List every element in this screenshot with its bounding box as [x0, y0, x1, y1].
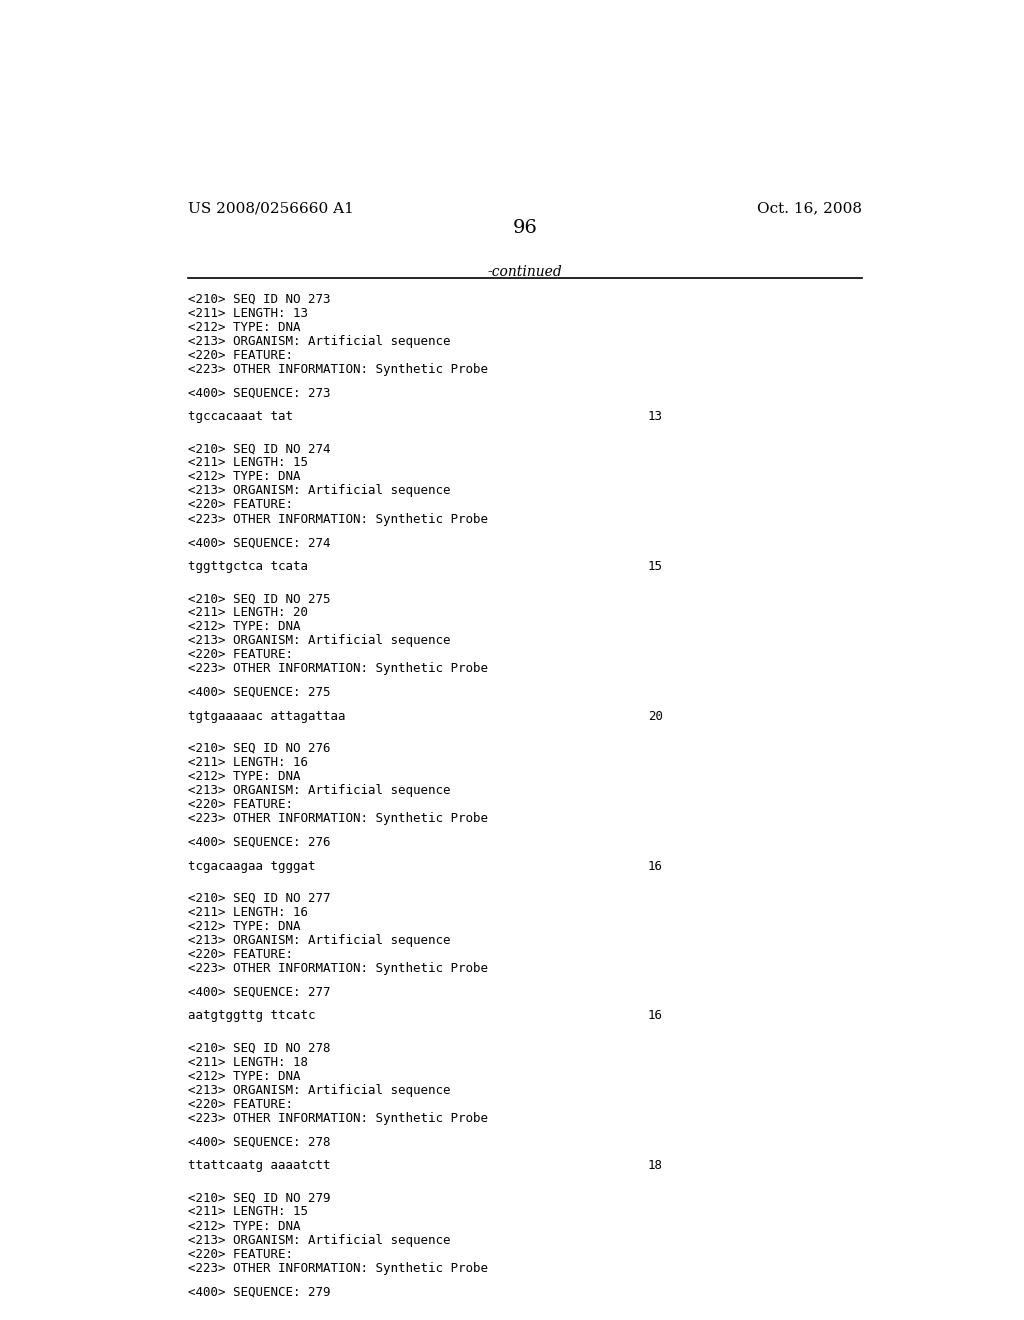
Text: 96: 96	[512, 219, 538, 238]
Text: 16: 16	[648, 1010, 663, 1022]
Text: <400> SEQUENCE: 278: <400> SEQUENCE: 278	[187, 1135, 330, 1148]
Text: 18: 18	[648, 1159, 663, 1172]
Text: <211> LENGTH: 18: <211> LENGTH: 18	[187, 1056, 307, 1069]
Text: <223> OTHER INFORMATION: Synthetic Probe: <223> OTHER INFORMATION: Synthetic Probe	[187, 812, 487, 825]
Text: <211> LENGTH: 15: <211> LENGTH: 15	[187, 1205, 307, 1218]
Text: <220> FEATURE:: <220> FEATURE:	[187, 948, 293, 961]
Text: <213> ORGANISM: Artificial sequence: <213> ORGANISM: Artificial sequence	[187, 1234, 450, 1246]
Text: <220> FEATURE:: <220> FEATURE:	[187, 1098, 293, 1110]
Text: <210> SEQ ID NO 273: <210> SEQ ID NO 273	[187, 293, 330, 305]
Text: <400> SEQUENCE: 276: <400> SEQUENCE: 276	[187, 836, 330, 849]
Text: <210> SEQ ID NO 274: <210> SEQ ID NO 274	[187, 442, 330, 455]
Text: -continued: -continued	[487, 265, 562, 279]
Text: ttattcaatg aaaatctt: ttattcaatg aaaatctt	[187, 1159, 330, 1172]
Text: <223> OTHER INFORMATION: Synthetic Probe: <223> OTHER INFORMATION: Synthetic Probe	[187, 962, 487, 975]
Text: 15: 15	[648, 560, 663, 573]
Text: <400> SEQUENCE: 273: <400> SEQUENCE: 273	[187, 387, 330, 400]
Text: Oct. 16, 2008: Oct. 16, 2008	[757, 201, 862, 215]
Text: 16: 16	[648, 859, 663, 873]
Text: <211> LENGTH: 20: <211> LENGTH: 20	[187, 606, 307, 619]
Text: <211> LENGTH: 15: <211> LENGTH: 15	[187, 457, 307, 470]
Text: <213> ORGANISM: Artificial sequence: <213> ORGANISM: Artificial sequence	[187, 335, 450, 347]
Text: <211> LENGTH: 13: <211> LENGTH: 13	[187, 306, 307, 319]
Text: <213> ORGANISM: Artificial sequence: <213> ORGANISM: Artificial sequence	[187, 784, 450, 797]
Text: tgccacaaat tat: tgccacaaat tat	[187, 411, 293, 424]
Text: <210> SEQ ID NO 278: <210> SEQ ID NO 278	[187, 1041, 330, 1055]
Text: <213> ORGANISM: Artificial sequence: <213> ORGANISM: Artificial sequence	[187, 935, 450, 946]
Text: <220> FEATURE:: <220> FEATURE:	[187, 499, 293, 511]
Text: <212> TYPE: DNA: <212> TYPE: DNA	[187, 770, 300, 783]
Text: <400> SEQUENCE: 275: <400> SEQUENCE: 275	[187, 686, 330, 700]
Text: <210> SEQ ID NO 276: <210> SEQ ID NO 276	[187, 742, 330, 755]
Text: 13: 13	[648, 411, 663, 424]
Text: <212> TYPE: DNA: <212> TYPE: DNA	[187, 620, 300, 634]
Text: tcgacaagaa tgggat: tcgacaagaa tgggat	[187, 859, 315, 873]
Text: <213> ORGANISM: Artificial sequence: <213> ORGANISM: Artificial sequence	[187, 635, 450, 647]
Text: <211> LENGTH: 16: <211> LENGTH: 16	[187, 906, 307, 919]
Text: <212> TYPE: DNA: <212> TYPE: DNA	[187, 1069, 300, 1082]
Text: <220> FEATURE:: <220> FEATURE:	[187, 648, 293, 661]
Text: <223> OTHER INFORMATION: Synthetic Probe: <223> OTHER INFORMATION: Synthetic Probe	[187, 363, 487, 376]
Text: <400> SEQUENCE: 274: <400> SEQUENCE: 274	[187, 536, 330, 549]
Text: <400> SEQUENCE: 279: <400> SEQUENCE: 279	[187, 1286, 330, 1299]
Text: <211> LENGTH: 16: <211> LENGTH: 16	[187, 756, 307, 770]
Text: <220> FEATURE:: <220> FEATURE:	[187, 799, 293, 810]
Text: <213> ORGANISM: Artificial sequence: <213> ORGANISM: Artificial sequence	[187, 484, 450, 498]
Text: <400> SEQUENCE: 277: <400> SEQUENCE: 277	[187, 986, 330, 999]
Text: <212> TYPE: DNA: <212> TYPE: DNA	[187, 1220, 300, 1233]
Text: <220> FEATURE:: <220> FEATURE:	[187, 1247, 293, 1261]
Text: <210> SEQ ID NO 279: <210> SEQ ID NO 279	[187, 1192, 330, 1204]
Text: <210> SEQ ID NO 275: <210> SEQ ID NO 275	[187, 593, 330, 605]
Text: <210> SEQ ID NO 277: <210> SEQ ID NO 277	[187, 892, 330, 904]
Text: <223> OTHER INFORMATION: Synthetic Probe: <223> OTHER INFORMATION: Synthetic Probe	[187, 512, 487, 525]
Text: aatgtggttg ttcatc: aatgtggttg ttcatc	[187, 1010, 315, 1022]
Text: <212> TYPE: DNA: <212> TYPE: DNA	[187, 321, 300, 334]
Text: <220> FEATURE:: <220> FEATURE:	[187, 348, 293, 362]
Text: US 2008/0256660 A1: US 2008/0256660 A1	[187, 201, 353, 215]
Text: 20: 20	[648, 710, 663, 722]
Text: <213> ORGANISM: Artificial sequence: <213> ORGANISM: Artificial sequence	[187, 1084, 450, 1097]
Text: <212> TYPE: DNA: <212> TYPE: DNA	[187, 920, 300, 933]
Text: tggttgctca tcata: tggttgctca tcata	[187, 560, 307, 573]
Text: <212> TYPE: DNA: <212> TYPE: DNA	[187, 470, 300, 483]
Text: <223> OTHER INFORMATION: Synthetic Probe: <223> OTHER INFORMATION: Synthetic Probe	[187, 1262, 487, 1275]
Text: <223> OTHER INFORMATION: Synthetic Probe: <223> OTHER INFORMATION: Synthetic Probe	[187, 1111, 487, 1125]
Text: <223> OTHER INFORMATION: Synthetic Probe: <223> OTHER INFORMATION: Synthetic Probe	[187, 663, 487, 676]
Text: tgtgaaaaac attagattaa: tgtgaaaaac attagattaa	[187, 710, 345, 722]
